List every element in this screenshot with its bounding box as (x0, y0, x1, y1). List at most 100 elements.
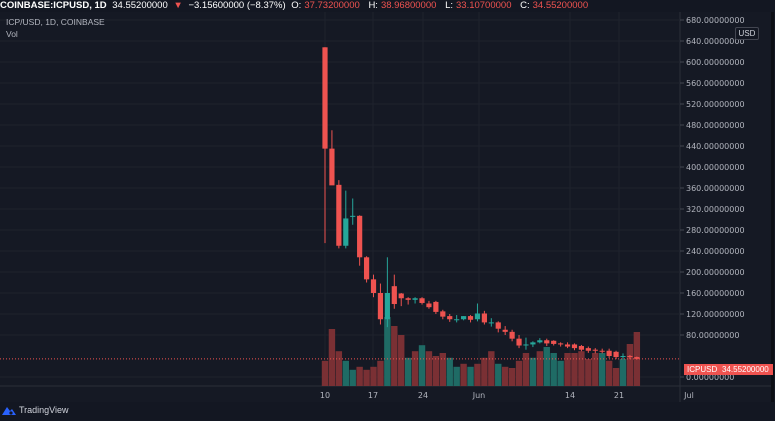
candle-body[interactable] (599, 350, 605, 352)
currency-tag[interactable]: USD (735, 27, 759, 40)
volume-bar (342, 360, 349, 386)
candle-body[interactable] (329, 148, 335, 186)
last-price-symbol-tag: ICPUSD (684, 364, 721, 375)
candle-body[interactable] (488, 322, 494, 324)
time-axis-label: Jul (683, 391, 694, 400)
candle-body[interactable] (627, 356, 633, 358)
chart-pane[interactable]: 680.00000000 640.00000000 600.00000000 560.… (0, 12, 774, 402)
volume-bar (335, 351, 343, 386)
footer-bar (0, 402, 775, 421)
volume-bar (481, 357, 488, 386)
low-label: L: (445, 0, 453, 11)
price-axis-label: 360.00000000 (686, 184, 745, 193)
candle-body[interactable] (558, 343, 564, 345)
candle-body[interactable] (578, 346, 585, 350)
price-axis-label: 400.00000000 (686, 163, 745, 172)
price-axis-label: 80.00000000 (686, 331, 739, 340)
candle-body[interactable] (634, 357, 640, 359)
candle-body[interactable] (495, 322, 501, 329)
candle-body[interactable] (571, 344, 578, 349)
candle-body[interactable] (454, 319, 460, 321)
candle-body[interactable] (551, 340, 557, 344)
candle-body[interactable] (398, 293, 404, 299)
legend-volume[interactable]: Vol (6, 29, 18, 39)
volume-bar (599, 353, 606, 386)
candle-body[interactable] (433, 301, 439, 312)
price-axis-label: 600.00000000 (686, 58, 745, 67)
candle-body[interactable] (343, 218, 349, 246)
volume-bar (495, 363, 502, 386)
legend-title[interactable]: ICP/USD, 1D, COINBASE (6, 17, 105, 27)
volume-bar (522, 353, 530, 386)
volume-bar (571, 353, 578, 386)
volume-bar (619, 359, 627, 386)
tradingview-logo[interactable]: TradingView (2, 405, 69, 415)
price-axis-label: 200.00000000 (686, 268, 745, 277)
symbol-title[interactable]: COINBASE:ICPUSD, 1D (0, 0, 107, 11)
price-axis-label: 560.00000000 (686, 79, 745, 88)
candle-body[interactable] (537, 340, 543, 343)
candle-body[interactable] (613, 351, 619, 358)
candle-body[interactable] (440, 311, 446, 317)
price-axis-label: 280.00000000 (686, 226, 745, 235)
candle-body[interactable] (502, 329, 508, 332)
candle-body[interactable] (447, 316, 453, 320)
candle-body[interactable] (384, 293, 390, 320)
price-axis-label: 680.00000000 (686, 16, 745, 25)
volume-bar (384, 317, 391, 386)
volume-bar (557, 360, 564, 386)
volume-bar (585, 359, 592, 386)
candle-body[interactable] (530, 342, 536, 345)
volume-bar (592, 353, 599, 386)
candle-body[interactable] (391, 286, 397, 305)
candle-body[interactable] (564, 344, 571, 347)
candle-body[interactable] (481, 313, 487, 323)
candle-body[interactable] (426, 303, 432, 308)
candle-body[interactable] (405, 298, 411, 300)
low-value: 33.10700000 (456, 0, 512, 11)
candle-body[interactable] (620, 356, 626, 358)
volume-bar (626, 344, 634, 386)
volume-bar (508, 368, 516, 386)
candle-body[interactable] (606, 350, 612, 356)
volume-bar (432, 356, 440, 386)
time-axis-label: 17 (368, 391, 378, 400)
volume-bar (501, 366, 509, 386)
time-axis-label: 10 (320, 391, 330, 400)
volume-bar (529, 357, 537, 386)
price-axis-label: 320.00000000 (686, 205, 745, 214)
high-label: H: (368, 0, 378, 11)
price-axis-label: 640.00000000 (686, 37, 745, 46)
candlestick-chart[interactable]: 680.00000000 640.00000000 600.00000000 560.… (0, 12, 771, 402)
candle-body[interactable] (516, 338, 522, 346)
candle-body[interactable] (350, 215, 356, 217)
volume-bar (349, 369, 356, 386)
candle-body[interactable] (544, 340, 550, 344)
candle-body[interactable] (363, 257, 370, 280)
volume-bar (578, 351, 585, 386)
candle-body[interactable] (412, 298, 418, 300)
close-value: 34.55200000 (532, 0, 589, 11)
candle-body[interactable] (322, 47, 328, 149)
candle-body[interactable] (585, 348, 591, 351)
candle-body[interactable] (592, 349, 598, 351)
last-price: 34.55200000 (112, 0, 168, 11)
volume-bar (446, 357, 453, 386)
candle-body[interactable] (370, 279, 377, 293)
volume-bar (564, 353, 571, 386)
candle-body[interactable] (357, 215, 363, 258)
candle-body[interactable] (461, 316, 467, 320)
triangle-down-icon: ▼ (173, 0, 183, 11)
candle-body[interactable] (377, 293, 384, 320)
volume-bar (488, 351, 495, 386)
candle-body[interactable] (467, 316, 474, 320)
candle-body[interactable] (336, 184, 342, 246)
candle-body[interactable] (523, 344, 529, 346)
volume-bar (453, 366, 460, 386)
volume-bar (515, 360, 523, 386)
volume-bar (467, 366, 474, 386)
candle-body[interactable] (509, 331, 515, 339)
candle-body[interactable] (419, 298, 425, 303)
time-axis-label: 14 (565, 391, 575, 400)
candle-body[interactable] (474, 313, 481, 320)
